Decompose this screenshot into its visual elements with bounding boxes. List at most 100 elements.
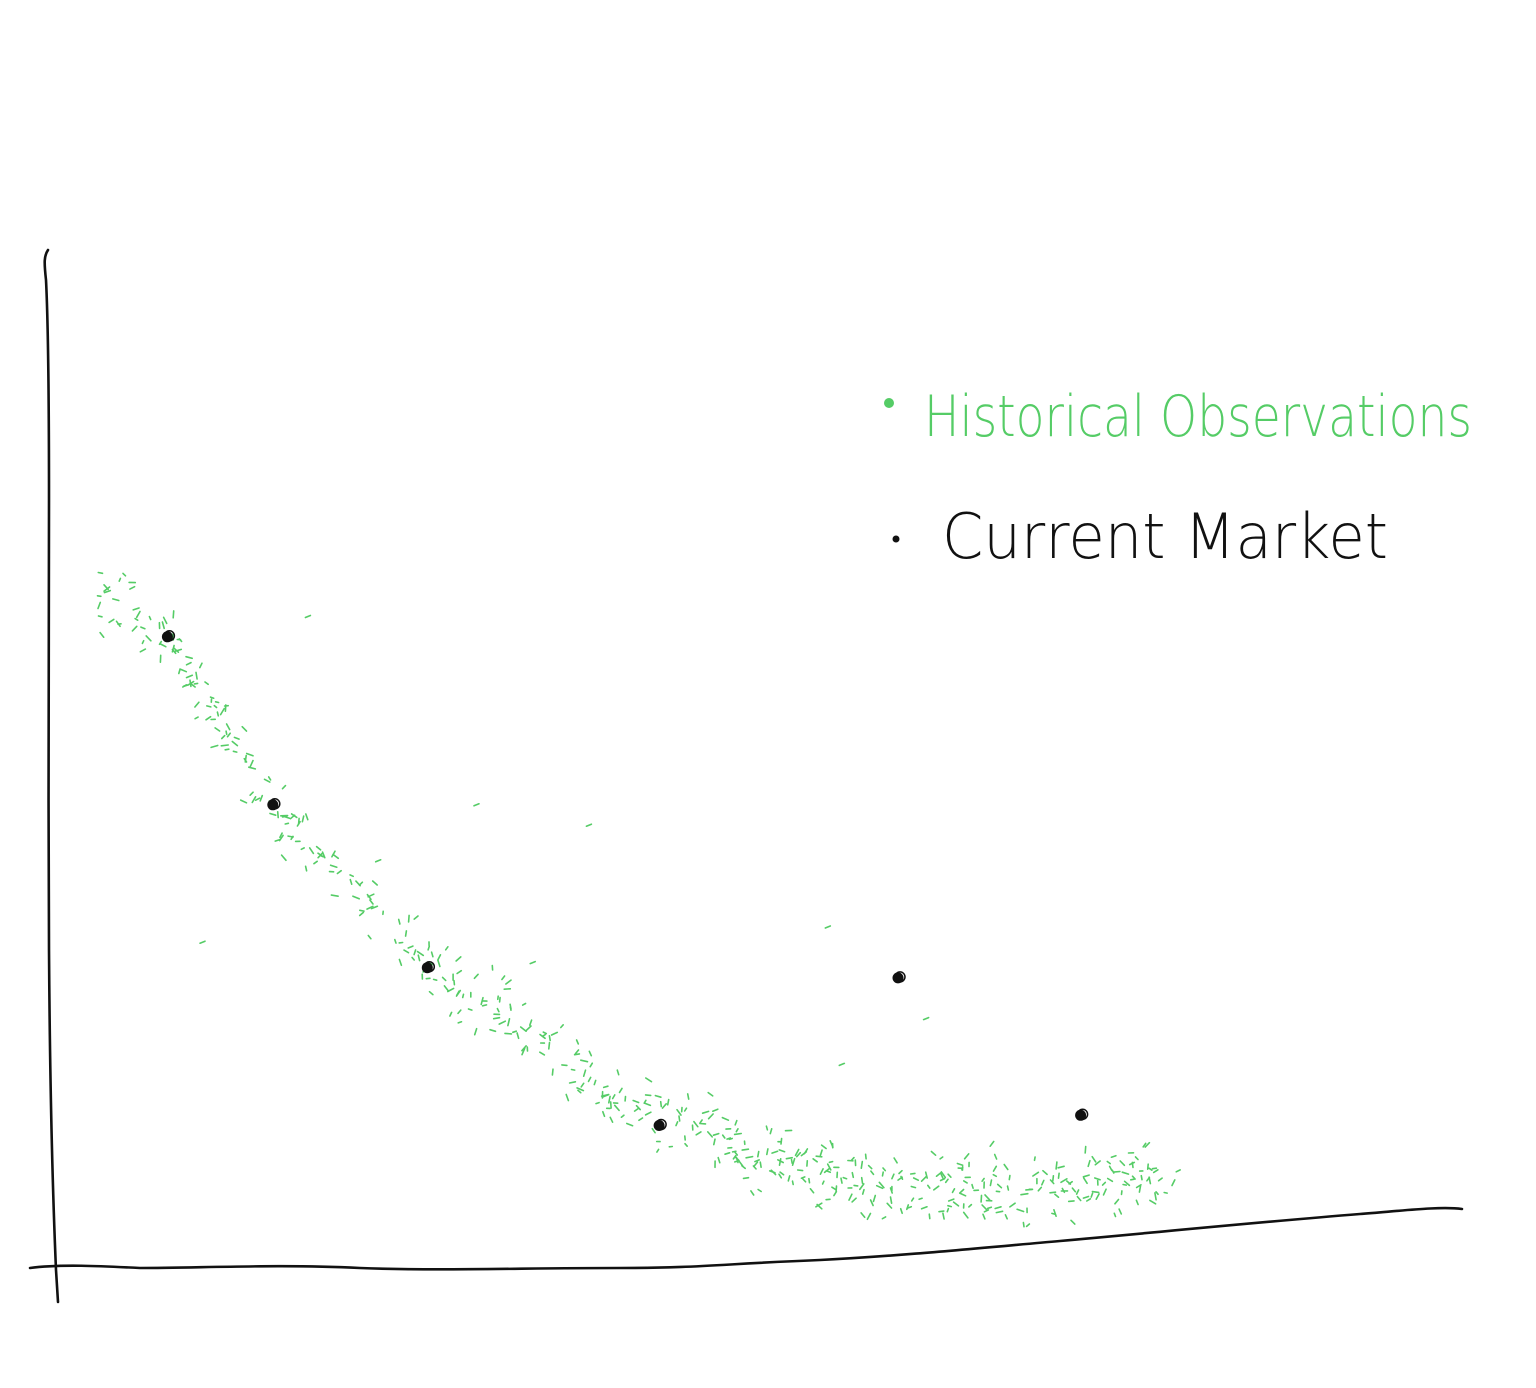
historical-observation-point <box>509 1003 512 1010</box>
historical-observation-point <box>989 1179 993 1187</box>
historical-observation-point <box>745 1155 754 1159</box>
historical-observation-point <box>180 668 188 673</box>
historical-observation-point <box>882 1167 887 1172</box>
historical-observation-point <box>225 723 231 731</box>
historical-observation-point <box>1171 1179 1176 1187</box>
historical-observation-point <box>233 736 240 740</box>
historical-observation-point <box>358 909 365 912</box>
current-market-series <box>161 630 1089 1131</box>
historical-observation-point <box>600 1093 609 1097</box>
historical-observation-point <box>971 1183 974 1189</box>
historical-observation-point <box>1154 1192 1157 1201</box>
historical-observation-point <box>828 1160 834 1164</box>
historical-observation-point <box>216 711 220 717</box>
historical-observation-point <box>367 893 375 898</box>
historical-observation-point <box>432 978 438 982</box>
historical-observation-point <box>1106 1177 1114 1183</box>
historical-observation-point <box>1067 1200 1075 1203</box>
historical-observation-point <box>787 1175 791 1182</box>
historical-observation-point <box>1111 1169 1115 1174</box>
historical-observation-point <box>174 648 183 653</box>
historical-observation-point <box>926 1184 931 1189</box>
historical-observation-point <box>819 1168 824 1175</box>
historical-observation-point <box>355 880 362 887</box>
historical-observation-point <box>329 864 338 869</box>
historical-observation-point <box>842 1176 848 1180</box>
historical-observation-point <box>910 1185 917 1189</box>
historical-observation-point <box>455 956 462 962</box>
historical-observation-point <box>576 1087 585 1092</box>
historical-observation-point <box>1130 1178 1135 1181</box>
historical-observation-point <box>983 1209 990 1213</box>
historical-observations-series <box>96 571 1181 1228</box>
historical-observation-point <box>878 1181 885 1189</box>
historical-observation-point <box>1057 1165 1065 1169</box>
historical-observation-point <box>735 1128 739 1133</box>
historical-observation-point <box>815 1202 823 1208</box>
historical-observation-point <box>213 704 218 709</box>
historical-observation-point <box>695 1131 702 1136</box>
historical-observation-point <box>778 1158 782 1166</box>
historical-observation-point <box>367 934 372 940</box>
historical-observation-point <box>172 610 175 619</box>
historical-observation-point <box>791 1157 796 1166</box>
historical-observation-point <box>132 607 140 611</box>
historical-observation-point <box>206 705 212 708</box>
historical-observation-point <box>449 1011 453 1017</box>
historical-observation-point <box>1070 1219 1076 1225</box>
historical-observation-point <box>280 854 287 862</box>
historical-observation-point <box>1090 1192 1094 1198</box>
historical-observation-point <box>370 905 379 910</box>
historical-observation-point <box>369 899 374 905</box>
historical-observation-point <box>371 880 379 886</box>
historical-observation-point <box>297 817 300 825</box>
historical-observation-point <box>501 975 506 981</box>
historical-observation-point <box>675 1121 679 1127</box>
historical-observation-point <box>820 1144 827 1150</box>
historical-observation-point <box>754 1159 761 1163</box>
historical-observation-point <box>994 1206 1002 1210</box>
historical-observation-point <box>906 1205 913 1209</box>
historical-observation-point <box>757 1188 763 1193</box>
historical-observation-point <box>241 725 248 732</box>
historical-observation-point <box>582 1069 587 1077</box>
historical-observation-point <box>1108 1165 1113 1172</box>
historical-observation-point <box>932 1185 940 1191</box>
historical-observation-point <box>870 1170 875 1176</box>
historical-observation-point <box>559 1024 565 1029</box>
historical-observation-point <box>1175 1169 1181 1173</box>
historical-observation-point <box>989 1140 995 1147</box>
historical-observation-point <box>97 571 104 575</box>
legend-current-marker <box>892 535 900 543</box>
historical-observation-point <box>733 1132 743 1136</box>
historical-observation-point <box>984 1194 991 1201</box>
historical-observation-point <box>861 1188 865 1195</box>
historical-observation-point <box>963 1153 970 1160</box>
historical-observation-point <box>162 616 168 625</box>
historical-observation-point <box>819 1149 823 1157</box>
historical-observation-point <box>525 1025 532 1032</box>
historical-observation-point <box>780 1137 783 1145</box>
historical-observation-point <box>1163 1191 1168 1194</box>
historical-observation-point <box>521 1045 527 1052</box>
historical-observation-point <box>443 985 450 992</box>
current-market-point <box>892 971 906 984</box>
historical-observation-point <box>574 1049 580 1055</box>
historical-observation-point <box>632 1099 640 1104</box>
historical-observation-point <box>249 791 254 797</box>
historical-observation-point <box>232 750 238 753</box>
historical-observation-point <box>1042 1169 1048 1176</box>
historical-observation-point <box>1094 1177 1101 1181</box>
historical-observation-point <box>205 715 212 721</box>
historical-observation-point <box>575 1039 580 1045</box>
historical-observation-point <box>809 1188 815 1194</box>
historical-observation-point <box>840 1177 843 1184</box>
historical-observation-point <box>1053 1209 1057 1217</box>
historical-observation-point <box>441 976 447 982</box>
historical-observation-point <box>881 1171 885 1177</box>
historical-observation-point <box>872 1194 877 1203</box>
historical-observation-point <box>521 1047 526 1056</box>
historical-observation-point <box>735 1156 739 1164</box>
historical-observation-point <box>1032 1171 1040 1177</box>
historical-observation-point <box>330 894 339 898</box>
